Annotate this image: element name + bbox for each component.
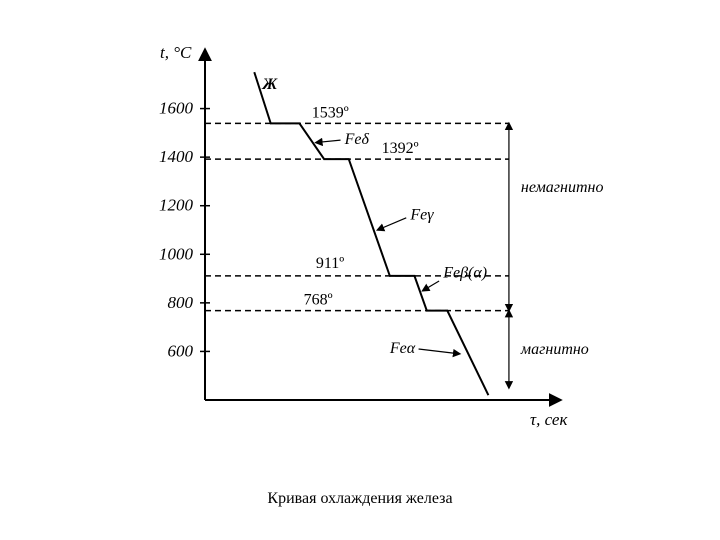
y-axis-label: t, °C (160, 43, 192, 62)
label-nonmagnetic: немагнитно (521, 179, 604, 196)
phase-arrow (316, 140, 341, 142)
y-tick-label: 1600 (159, 99, 194, 118)
phase-arrow (423, 281, 439, 291)
y-tick-label: 800 (168, 293, 194, 312)
cooling-curve-chart: 1600140012001000800600t, °Cτ, сек1539º13… (150, 60, 570, 440)
x-axis-label: τ, сек (530, 410, 568, 429)
phase-liquid: Ж (262, 76, 279, 93)
label-magnetic: магнитно (520, 341, 589, 358)
y-tick-label: 1000 (159, 244, 194, 263)
phase-delta: Feδ (344, 131, 370, 148)
temp-1539: 1539º (312, 104, 349, 121)
temp-911: 911º (316, 255, 344, 272)
chart-svg: 1600140012001000800600t, °Cτ, сек1539º13… (150, 60, 570, 440)
y-tick-label: 1400 (159, 147, 194, 166)
phase-alpha: Feα (389, 340, 416, 357)
cooling-curve (254, 72, 488, 395)
y-tick-label: 1200 (159, 196, 194, 215)
temp-768: 768º (304, 292, 333, 309)
temp-1392: 1392º (382, 140, 419, 157)
phase-arrow (378, 218, 407, 230)
phase-gamma: Feγ (409, 206, 434, 223)
phase-beta: Feβ(α) (442, 265, 487, 282)
y-tick-label: 600 (168, 341, 194, 360)
phase-arrow (419, 349, 460, 354)
chart-caption: Кривая охлаждения железа (0, 490, 720, 508)
